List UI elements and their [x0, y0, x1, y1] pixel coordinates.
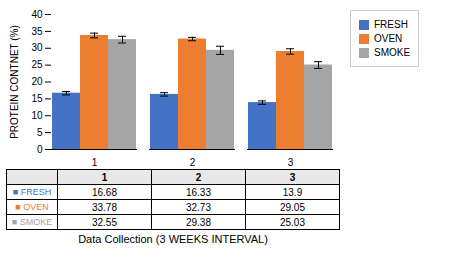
- svg-text:1: 1: [92, 157, 98, 168]
- svg-text:PROTEIN CONTNET (%): PROTEIN CONTNET (%): [9, 25, 20, 139]
- html-text:32.55: 32.55: [91, 216, 117, 228]
- svg-text:15: 15: [31, 93, 43, 104]
- html-text:FRESH: FRESH: [374, 19, 408, 30]
- html-text:16.68: 16.68: [91, 186, 117, 198]
- html-text:Data Collection (3 WEEKS INTER: Data Collection (3 WEEKS INTERVAL): [78, 233, 268, 245]
- svg-text:25: 25: [31, 59, 43, 70]
- svg-text:3: 3: [288, 157, 294, 168]
- html-text:3: 3: [289, 171, 296, 183]
- html-text:■ FRESH: ■ FRESH: [12, 187, 52, 197]
- svg-text:40: 40: [31, 9, 43, 20]
- html-text:29.38: 29.38: [185, 216, 211, 228]
- html-text:2: 2: [195, 171, 202, 183]
- svg-text:5: 5: [37, 127, 43, 138]
- html-text:16.33: 16.33: [185, 186, 211, 198]
- svg-text:0: 0: [37, 144, 43, 155]
- svg-text:20: 20: [31, 76, 43, 87]
- html-text:OVEN: OVEN: [374, 33, 403, 44]
- html-text:■ SMOKE: ■ SMOKE: [11, 217, 53, 227]
- html-text:33.78: 33.78: [91, 201, 117, 213]
- svg-text:30: 30: [31, 42, 43, 53]
- html-text:1: 1: [101, 171, 108, 183]
- svg-text:35: 35: [31, 26, 43, 37]
- html-text:32.73: 32.73: [185, 201, 211, 213]
- svg-text:10: 10: [31, 110, 43, 121]
- html-text:■ OVEN: ■ OVEN: [15, 202, 49, 212]
- svg-text:2: 2: [190, 157, 196, 168]
- html-text:SMOKE: SMOKE: [374, 47, 411, 58]
- html-text:29.05: 29.05: [280, 201, 305, 213]
- html-text:25.03: 25.03: [280, 216, 305, 228]
- html-text:13.9: 13.9: [282, 186, 303, 198]
